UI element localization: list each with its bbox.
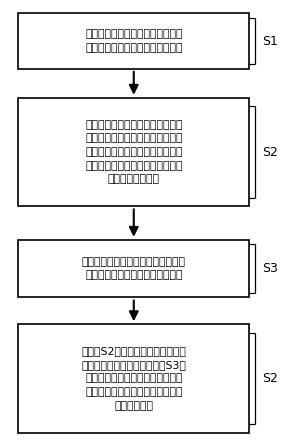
Text: S2: S2: [262, 146, 278, 159]
Text: S3: S3: [262, 262, 278, 275]
Text: 通过深度学习对每个工件的每个节点
中的每一所述参数建立标准模型；: 通过深度学习对每个工件的每个节点 中的每一所述参数建立标准模型；: [82, 257, 186, 281]
Text: 获取在拉晶制程中每一单晶炉的每
个工件的多个节点的基础源数据；: 获取在拉晶制程中每一单晶炉的每 个工件的多个节点的基础源数据；: [85, 29, 182, 53]
Text: S1: S1: [262, 35, 278, 48]
Text: S2: S2: [262, 372, 278, 385]
Bar: [18, 13, 249, 69]
Text: 将所述S2中每个工件的每个节点中
的每一所述参数的数值与所述S3中
所述标准模型进行对比，以判定该
工件所在节点中的每个所述参数数
值是否合理。: 将所述S2中每个工件的每个节点中 的每一所述参数的数值与所述S3中 所述标准模型…: [81, 346, 186, 411]
Bar: [18, 324, 249, 433]
Bar: [18, 240, 249, 297]
Text: 对获取的所述源数据进行处理，筛
选并转换为每个工件的每个节点中
易于识别和标记的若干参数，并获
得该工件的每个节点的所有所述参
数数值的数据集。: 对获取的所述源数据进行处理，筛 选并转换为每个工件的每个节点中 易于识别和标记的…: [85, 120, 182, 184]
Bar: [18, 98, 249, 206]
